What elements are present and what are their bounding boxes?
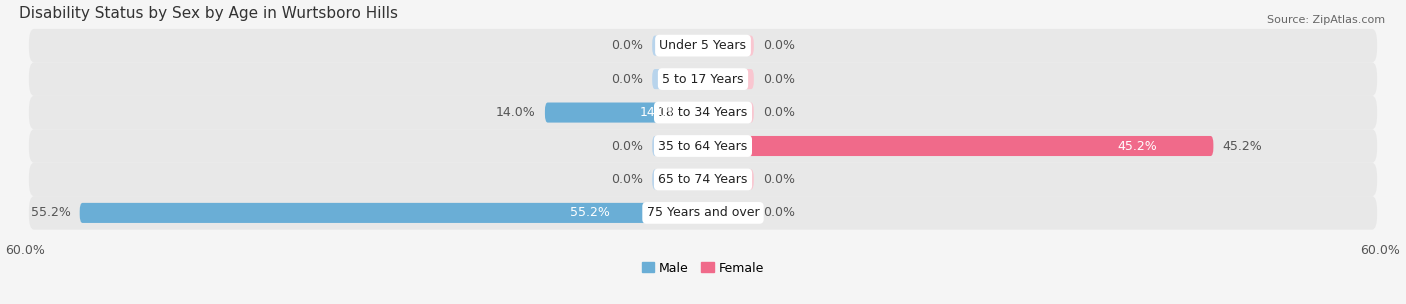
FancyBboxPatch shape	[652, 136, 703, 156]
Text: 65 to 74 Years: 65 to 74 Years	[658, 173, 748, 186]
Text: 35 to 64 Years: 35 to 64 Years	[658, 140, 748, 153]
Text: 0.0%: 0.0%	[612, 73, 643, 86]
FancyBboxPatch shape	[30, 29, 1376, 62]
Text: 75 Years and over: 75 Years and over	[647, 206, 759, 219]
Text: Under 5 Years: Under 5 Years	[659, 39, 747, 52]
FancyBboxPatch shape	[652, 169, 703, 189]
Text: 18 to 34 Years: 18 to 34 Years	[658, 106, 748, 119]
Text: 0.0%: 0.0%	[612, 140, 643, 153]
Text: Disability Status by Sex by Age in Wurtsboro Hills: Disability Status by Sex by Age in Wurts…	[18, 5, 398, 21]
Text: 0.0%: 0.0%	[763, 173, 794, 186]
Text: Source: ZipAtlas.com: Source: ZipAtlas.com	[1267, 15, 1385, 25]
FancyBboxPatch shape	[652, 36, 703, 56]
Text: 45.2%: 45.2%	[1116, 140, 1157, 153]
FancyBboxPatch shape	[703, 169, 754, 189]
FancyBboxPatch shape	[703, 203, 754, 223]
FancyBboxPatch shape	[80, 203, 703, 223]
FancyBboxPatch shape	[30, 129, 1376, 163]
FancyBboxPatch shape	[703, 36, 754, 56]
Text: 55.2%: 55.2%	[31, 206, 70, 219]
FancyBboxPatch shape	[652, 69, 703, 89]
FancyBboxPatch shape	[703, 136, 1213, 156]
Text: 0.0%: 0.0%	[612, 173, 643, 186]
FancyBboxPatch shape	[30, 62, 1376, 96]
Text: 45.2%: 45.2%	[1222, 140, 1263, 153]
Text: 0.0%: 0.0%	[763, 106, 794, 119]
FancyBboxPatch shape	[703, 102, 754, 123]
Text: 55.2%: 55.2%	[569, 206, 610, 219]
Text: 0.0%: 0.0%	[763, 39, 794, 52]
Text: 0.0%: 0.0%	[612, 39, 643, 52]
FancyBboxPatch shape	[546, 102, 703, 123]
Text: 0.0%: 0.0%	[763, 206, 794, 219]
FancyBboxPatch shape	[30, 196, 1376, 230]
FancyBboxPatch shape	[703, 69, 754, 89]
Legend: Male, Female: Male, Female	[637, 257, 769, 280]
Text: 14.0%: 14.0%	[496, 106, 536, 119]
Text: 0.0%: 0.0%	[763, 73, 794, 86]
FancyBboxPatch shape	[30, 163, 1376, 196]
Text: 5 to 17 Years: 5 to 17 Years	[662, 73, 744, 86]
FancyBboxPatch shape	[30, 96, 1376, 129]
Text: 14.0%: 14.0%	[640, 106, 679, 119]
